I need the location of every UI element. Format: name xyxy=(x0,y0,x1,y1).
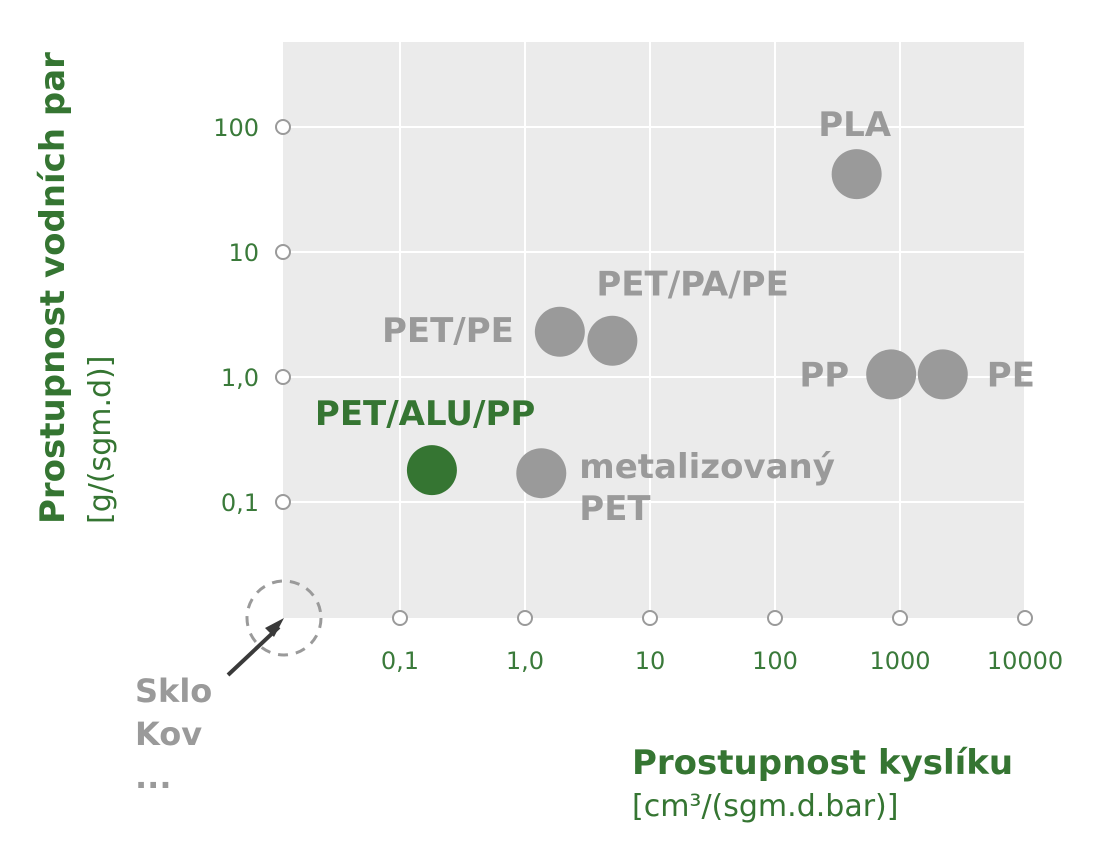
origin-dashed-circle xyxy=(245,579,323,657)
point-label-pet-alu-pp: PET/ALU/PP xyxy=(315,394,535,434)
y-tick-label: 10 xyxy=(228,239,259,267)
point-label-pe: PE xyxy=(987,355,1035,395)
y-tick-marker xyxy=(275,244,291,260)
point-labels: PLA PET/PE PET/PA/PE PP PE PET/ALU/PP metalizo… xyxy=(315,105,1035,529)
x-tick-marker xyxy=(517,610,533,626)
x-tick-label: 100 xyxy=(752,647,798,675)
y-axis-title: Prostupnost vodních par xyxy=(33,52,73,524)
point-pp xyxy=(866,349,917,400)
annotation-line-2: Kov xyxy=(135,715,202,753)
y-tick-label: 0,1 xyxy=(221,489,259,517)
x-axis-title: Prostupnost kyslíku xyxy=(632,743,1013,783)
y-tick-marker xyxy=(275,369,291,385)
x-tick-label: 1000 xyxy=(869,647,930,675)
x-tick-marker xyxy=(642,610,658,626)
y-tick-label: 100 xyxy=(213,114,259,142)
point-label-metalizovan-pet: PET xyxy=(579,489,651,529)
point-pet-pe xyxy=(534,306,585,357)
x-tick-marker xyxy=(392,610,408,626)
x-tick-marker xyxy=(1017,610,1033,626)
point-label-pet-pa-pe: PET/PA/PE xyxy=(596,265,788,305)
annotation-arrow-head xyxy=(265,618,284,637)
point-pet-alu-pp xyxy=(406,445,457,496)
point-label-metalizovan-pet: metalizovaný xyxy=(579,447,835,487)
point-metalizovan-pet xyxy=(516,448,567,499)
plot-area xyxy=(283,42,1025,618)
annotation-line-1: Sklo xyxy=(135,672,212,710)
data-points xyxy=(406,149,968,499)
x-tick-marker xyxy=(892,610,908,626)
annotation-arrow-line xyxy=(226,625,281,677)
point-pla xyxy=(831,149,882,200)
point-pet-pa-pe xyxy=(587,315,638,366)
x-tick-label: 10 xyxy=(635,647,666,675)
x-tick-marker xyxy=(767,610,783,626)
point-label-pet-pe: PET/PE xyxy=(382,311,514,351)
annotation-line-3: ... xyxy=(135,758,171,796)
x-axis-unit: [cm³/(sgm.d.bar)] xyxy=(632,789,898,824)
x-tick-label: 10000 xyxy=(987,647,1063,675)
point-pe xyxy=(917,349,968,400)
x-tick-label: 0,1 xyxy=(381,647,419,675)
y-axis-unit: [g/(sgm.d)] xyxy=(83,356,118,524)
point-label-pp: PP xyxy=(799,355,849,395)
x-tick-label: 1,0 xyxy=(506,647,544,675)
point-label-pla: PLA xyxy=(818,105,892,145)
y-tick-label: 1,0 xyxy=(221,364,259,392)
y-tick-marker xyxy=(275,119,291,135)
axis-ticks: 0,1 1,0 10 100 1000 10000 0,1 1,0 10 100 xyxy=(213,114,1063,675)
grid-lines xyxy=(283,42,1026,618)
y-tick-marker xyxy=(275,494,291,510)
